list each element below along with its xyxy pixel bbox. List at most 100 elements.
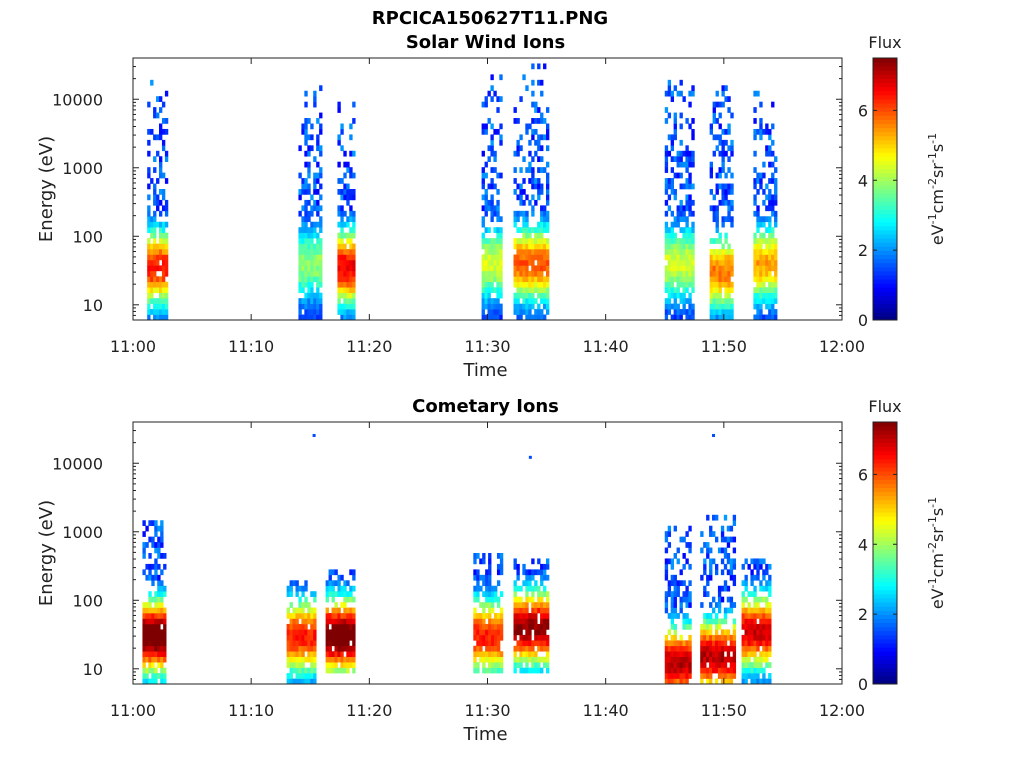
heatmap-cell xyxy=(289,662,293,668)
heatmap-cell xyxy=(545,667,550,674)
heatmap-cell xyxy=(337,205,341,212)
heatmap-cell xyxy=(313,259,317,266)
heatmap-cell xyxy=(482,656,486,663)
heatmap-cell xyxy=(153,156,157,163)
heatmap-cell xyxy=(540,602,544,608)
heatmap-cell xyxy=(688,673,692,679)
heatmap-cell xyxy=(519,243,523,250)
heatmap-cell xyxy=(487,276,491,283)
heatmap-cell xyxy=(673,667,677,674)
heatmap-cell xyxy=(759,596,763,603)
heatmap-cell xyxy=(157,607,161,614)
heatmap-cell xyxy=(709,172,713,179)
heatmap-cell xyxy=(768,673,772,679)
heatmap-cell xyxy=(721,314,725,321)
heatmap-cell xyxy=(337,629,341,636)
x-tick-label: 11:10 xyxy=(228,337,274,356)
heatmap-cell xyxy=(667,134,672,141)
colorbar-segment xyxy=(873,283,897,288)
heatmap-cell xyxy=(765,287,769,294)
heatmap-cell xyxy=(157,536,161,543)
colorbar-segment xyxy=(873,598,897,603)
heatmap-cell xyxy=(756,259,760,266)
heatmap-cell xyxy=(685,276,689,283)
heatmap-cell xyxy=(164,156,169,163)
heatmap-cell xyxy=(706,651,710,658)
heatmap-cell xyxy=(349,287,353,294)
heatmap-cell xyxy=(484,259,488,266)
heatmap-cell xyxy=(307,303,311,310)
heatmap-cell xyxy=(516,569,520,576)
heatmap-cell xyxy=(685,270,689,277)
heatmap-cell xyxy=(307,656,311,663)
heatmap-cell xyxy=(328,640,332,647)
heatmap-cell xyxy=(543,314,547,321)
heatmap-cell xyxy=(545,607,550,614)
heatmap-cell xyxy=(307,216,311,223)
heatmap-cell xyxy=(163,629,167,636)
heatmap-cell xyxy=(540,145,544,152)
heatmap-cell xyxy=(718,292,722,299)
heatmap-cell xyxy=(307,629,311,636)
heatmap-cell xyxy=(545,303,550,310)
heatmap-cell xyxy=(525,254,529,261)
heatmap-cell xyxy=(732,547,737,554)
heatmap-cell xyxy=(519,640,523,647)
heatmap-cell xyxy=(664,303,669,310)
heatmap-cell xyxy=(160,629,164,636)
heatmap-cell xyxy=(744,623,748,630)
heatmap-cell xyxy=(727,243,731,250)
heatmap-cell xyxy=(679,270,683,277)
heatmap-cell xyxy=(147,172,151,179)
heatmap-cell xyxy=(685,602,689,608)
colorbar-segment xyxy=(873,520,897,525)
heatmap-cell xyxy=(142,662,146,668)
heatmap-cell xyxy=(744,651,748,658)
heatmap-cell xyxy=(346,194,350,201)
heatmap-cell xyxy=(685,161,689,168)
heatmap-cell xyxy=(516,270,520,277)
heatmap-cell xyxy=(488,613,492,619)
heatmap-cell xyxy=(337,634,341,641)
heatmap-cell xyxy=(163,673,167,679)
heatmap-cell xyxy=(703,656,707,663)
heatmap-cell xyxy=(670,623,675,630)
heatmap-cell xyxy=(717,673,722,679)
heatmap-cell xyxy=(163,645,167,652)
colorbar-segment xyxy=(873,274,897,280)
heatmap-cell xyxy=(700,547,704,554)
heatmap-cell xyxy=(726,678,731,685)
heatmap-cell xyxy=(346,189,350,195)
heatmap-cell xyxy=(540,232,544,239)
heatmap-cell xyxy=(700,645,704,652)
heatmap-cell xyxy=(519,281,523,288)
heatmap-cell xyxy=(295,678,299,685)
heatmap-cell xyxy=(667,613,672,619)
heatmap-cell xyxy=(485,596,489,603)
heatmap-cell xyxy=(762,656,766,663)
colorbar-title: Flux xyxy=(868,33,901,52)
heatmap-cell xyxy=(759,270,763,277)
heatmap-cell xyxy=(516,314,520,321)
heatmap-cell xyxy=(700,623,704,630)
heatmap-cell xyxy=(307,161,311,168)
heatmap-cell xyxy=(723,514,728,521)
heatmap-cell xyxy=(756,172,760,179)
heatmap-cell xyxy=(159,123,163,130)
heatmap-cell xyxy=(352,303,356,310)
heatmap-cell xyxy=(304,602,308,608)
heatmap-cell xyxy=(723,580,728,587)
heatmap-cell xyxy=(531,265,535,272)
heatmap-cell xyxy=(727,276,731,283)
heatmap-cell xyxy=(154,602,158,608)
heatmap-cell xyxy=(499,227,503,233)
heatmap-cell xyxy=(325,651,329,658)
heatmap-cell xyxy=(487,90,491,97)
heatmap-cell xyxy=(724,314,728,321)
heatmap-cell xyxy=(160,678,164,685)
heatmap-cell xyxy=(721,303,725,310)
heatmap-cell xyxy=(513,618,517,625)
heatmap-cell xyxy=(727,167,731,173)
heatmap-cell xyxy=(771,139,775,146)
heatmap-cell xyxy=(706,678,710,685)
